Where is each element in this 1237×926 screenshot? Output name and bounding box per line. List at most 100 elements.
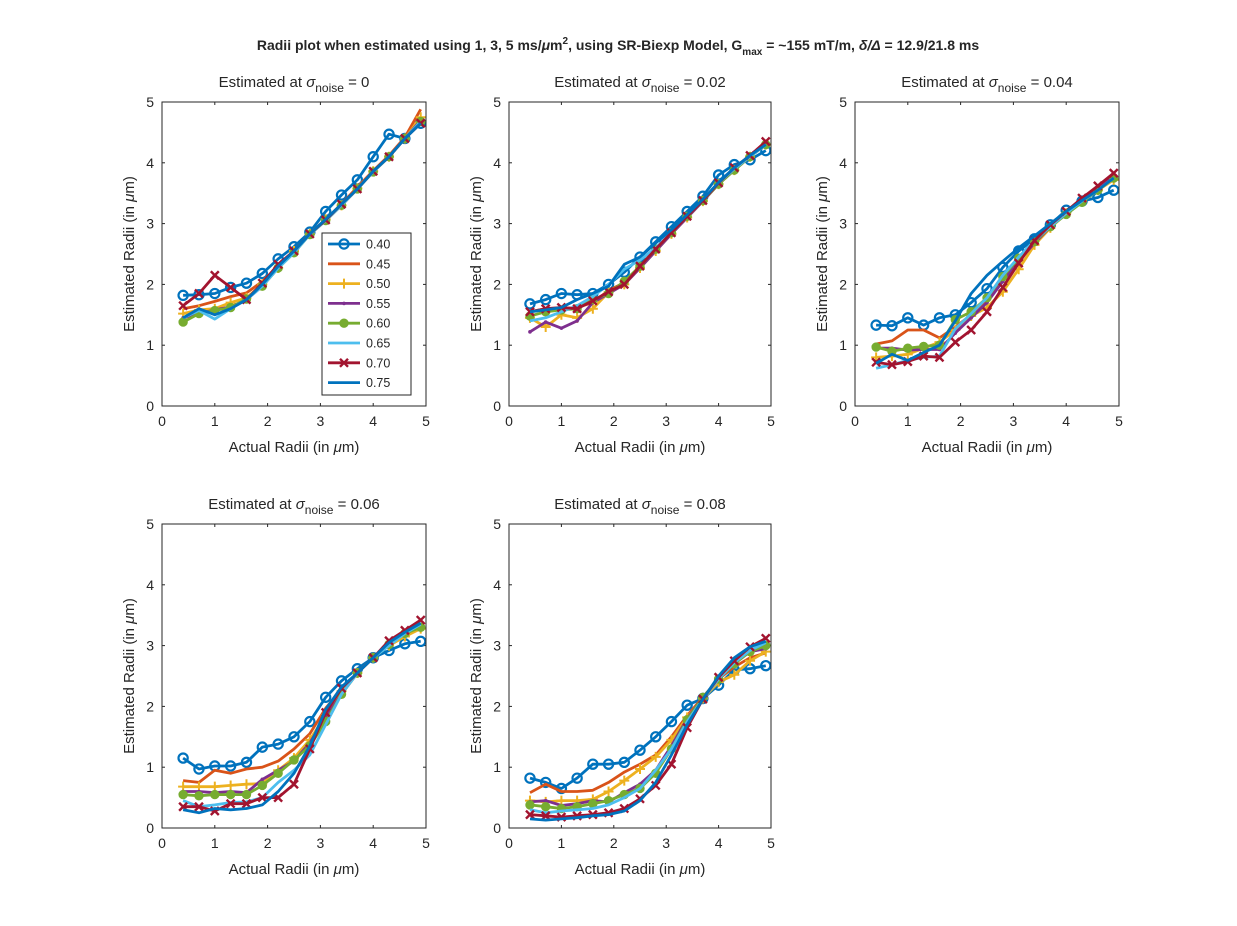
label-mu: μ <box>814 194 831 203</box>
plot-area <box>509 102 771 406</box>
series-0.75 <box>529 639 767 822</box>
data-point <box>288 731 300 743</box>
data-point <box>209 287 221 300</box>
y-tick-label: 3 <box>839 216 847 232</box>
data-point <box>539 293 552 306</box>
label-mu: μ <box>333 861 342 878</box>
y-tick-label: 1 <box>839 337 847 353</box>
label-mu: μ <box>468 616 485 625</box>
data-point <box>528 330 532 334</box>
data-point <box>260 777 265 782</box>
y-tick-label: 4 <box>146 577 154 593</box>
y-tick-label: 5 <box>493 516 501 532</box>
title-sigma: σ <box>642 496 652 513</box>
label-mu: μ <box>121 616 138 625</box>
legend-label: 0.65 <box>366 337 390 351</box>
data-point <box>224 281 237 294</box>
data-point <box>666 227 677 238</box>
series-0.75 <box>529 143 767 314</box>
data-point <box>871 342 881 352</box>
y-axis-label: Estimated Radii (in μm) <box>468 176 485 332</box>
subplot-title: Estimated at σnoise = 0.02 <box>554 74 726 95</box>
title-sigma: σ <box>306 74 316 91</box>
label-unit: m) <box>688 439 706 456</box>
data-point <box>729 655 740 666</box>
y-axis-label: Estimated Radii (in μm) <box>121 598 138 754</box>
data-point <box>240 277 253 289</box>
y-tick-label: 4 <box>493 577 501 593</box>
y-tick-label: 0 <box>146 820 154 836</box>
data-point <box>1108 184 1120 196</box>
legend-entry: 0.40 <box>328 238 390 252</box>
data-point <box>525 809 535 820</box>
y-tick-label: 0 <box>493 398 501 414</box>
data-point <box>572 303 582 314</box>
data-point <box>225 798 236 809</box>
axes-frame <box>854 101 1120 407</box>
subplot-title: Estimated at σnoise = 0.06 <box>208 496 380 517</box>
data-point <box>339 357 349 368</box>
series-line <box>182 122 422 320</box>
label-mu: μ <box>679 439 688 456</box>
data-point <box>635 764 645 775</box>
series-line <box>182 621 422 815</box>
label-mu: μ <box>679 861 688 878</box>
label-unit: m) <box>688 861 706 878</box>
series-line <box>182 639 421 771</box>
title-value: = 0.02 <box>679 74 725 91</box>
data-point <box>224 760 237 772</box>
data-point <box>194 801 204 812</box>
data-point <box>650 751 661 762</box>
title-value: = 0 <box>344 74 369 91</box>
y-tick-label: 1 <box>493 337 501 353</box>
label-text: Estimated Radii (in <box>468 624 485 754</box>
data-point <box>367 151 379 163</box>
legend-entry: 0.50 <box>328 277 390 291</box>
axes-frame <box>161 523 427 829</box>
label-mu: μ <box>1026 439 1035 456</box>
x-axis-label: Actual Radii (in μm) <box>575 439 706 456</box>
data-point <box>178 300 188 311</box>
title-value: = 0.04 <box>1026 74 1072 91</box>
data-point <box>870 319 882 331</box>
data-point <box>225 780 236 791</box>
y-tick-label: 3 <box>146 216 154 232</box>
x-tick-label: 2 <box>957 413 965 429</box>
data-point <box>225 789 236 800</box>
data-point <box>525 306 535 317</box>
label-unit: m) <box>468 598 485 616</box>
label-mu: μ <box>121 194 138 203</box>
data-point <box>587 758 599 770</box>
y-tick-label: 2 <box>493 698 501 714</box>
legend-label: 0.55 <box>366 297 390 311</box>
subplot-5: 0 1 2 3 4 5 0 1 2 3 4 5 Estimated at σnoise = 0.08 Ac… <box>468 496 775 878</box>
label-unit: m) <box>1035 439 1053 456</box>
subplot-3: 0 1 2 3 4 5 0 1 2 3 4 5 Estimated at σnoise = 0.04 Ac… <box>814 74 1123 456</box>
x-axis-label: Actual Radii (in μm) <box>922 439 1053 456</box>
label-unit: m) <box>342 439 360 456</box>
y-tick-label: 2 <box>839 276 847 292</box>
series-line <box>183 122 422 297</box>
axes-frame <box>161 101 427 407</box>
label-text: Estimated Radii (in <box>814 202 831 332</box>
label-text: Estimated Radii (in <box>121 624 138 754</box>
data-point <box>194 288 204 299</box>
data-point <box>383 128 395 140</box>
label-unit: m) <box>121 176 138 194</box>
data-point <box>650 731 662 743</box>
data-point <box>241 779 252 790</box>
data-point <box>178 317 188 327</box>
axes-frame <box>508 523 772 829</box>
data-point <box>969 316 973 320</box>
data-point <box>650 780 661 791</box>
title-value: = 0.08 <box>679 496 725 513</box>
x-tick-label: 3 <box>662 835 670 851</box>
y-tick-label: 2 <box>493 276 501 292</box>
x-tick-label: 2 <box>610 413 618 429</box>
data-point <box>540 802 551 812</box>
data-point <box>587 303 598 314</box>
legend-box <box>321 232 412 396</box>
data-point <box>966 325 977 335</box>
title-subscript: noise <box>305 503 334 517</box>
data-point <box>225 282 236 293</box>
